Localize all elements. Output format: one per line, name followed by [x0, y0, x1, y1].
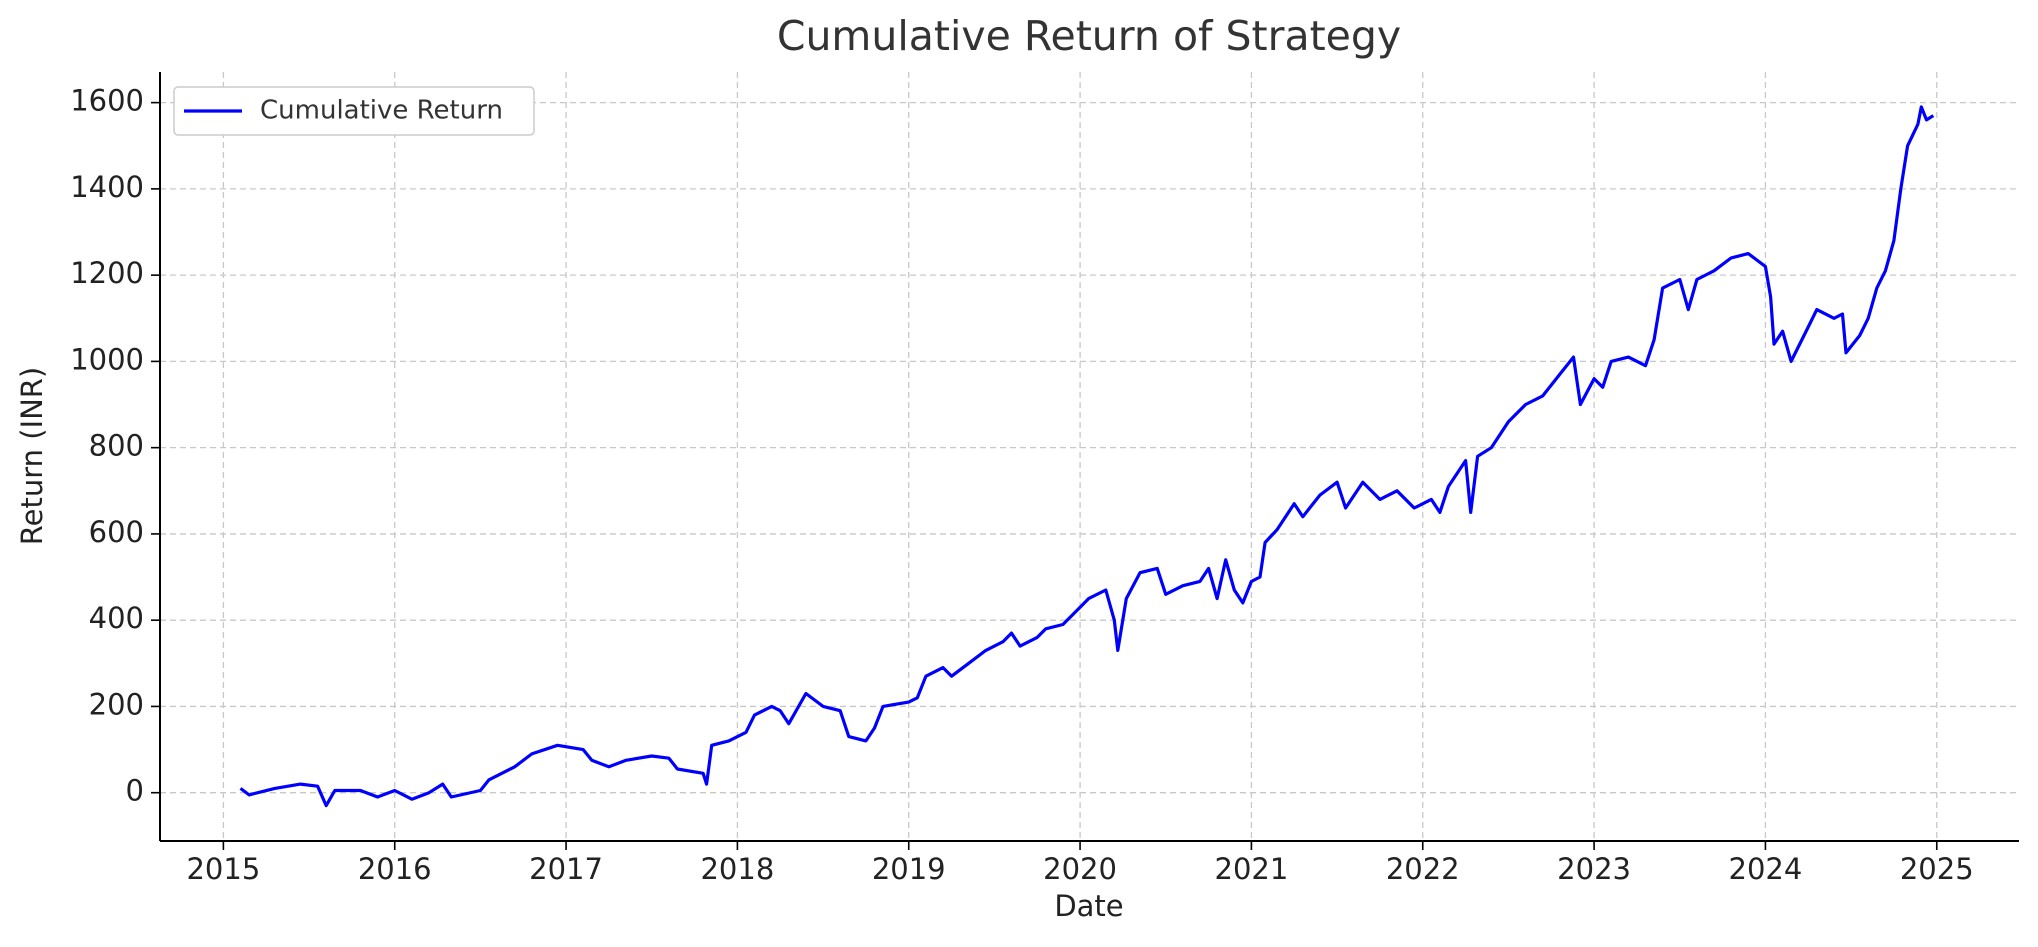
legend-box	[173, 86, 535, 136]
y-tick-label: 800	[89, 429, 144, 463]
y-tick-label: 1000	[70, 342, 144, 376]
y-tick-label: 200	[89, 687, 144, 721]
x-tick-label: 2016	[358, 852, 432, 886]
x-tick-label: 2015	[186, 852, 260, 886]
legend-label: Cumulative Return	[260, 96, 503, 126]
chart-title: Cumulative Return of Strategy	[777, 12, 1401, 60]
x-tick-label: 2022	[1386, 852, 1460, 886]
y-tick-label: 1600	[70, 84, 144, 118]
x-tick-label: 2025	[1900, 852, 1974, 886]
x-tick-label: 2020	[1043, 852, 1117, 886]
x-axis-label: Date	[1054, 889, 1123, 923]
x-tick-label: 2021	[1215, 852, 1289, 886]
y-tick-label: 400	[89, 601, 144, 635]
x-tick-label: 2018	[700, 852, 774, 886]
y-tick-label: 1200	[70, 256, 144, 290]
y-tick-label: 0	[126, 774, 144, 808]
x-tick-label: 2019	[872, 852, 946, 886]
x-tick-label: 2024	[1729, 852, 1803, 886]
x-tick-label: 2023	[1557, 852, 1631, 886]
y-tick-label: 600	[89, 515, 144, 549]
line-series	[239, 105, 1935, 808]
y-tick-label: 1400	[70, 170, 144, 204]
x-tick-label: 2017	[529, 852, 603, 886]
y-axis-label: Return (INR)	[15, 367, 49, 545]
